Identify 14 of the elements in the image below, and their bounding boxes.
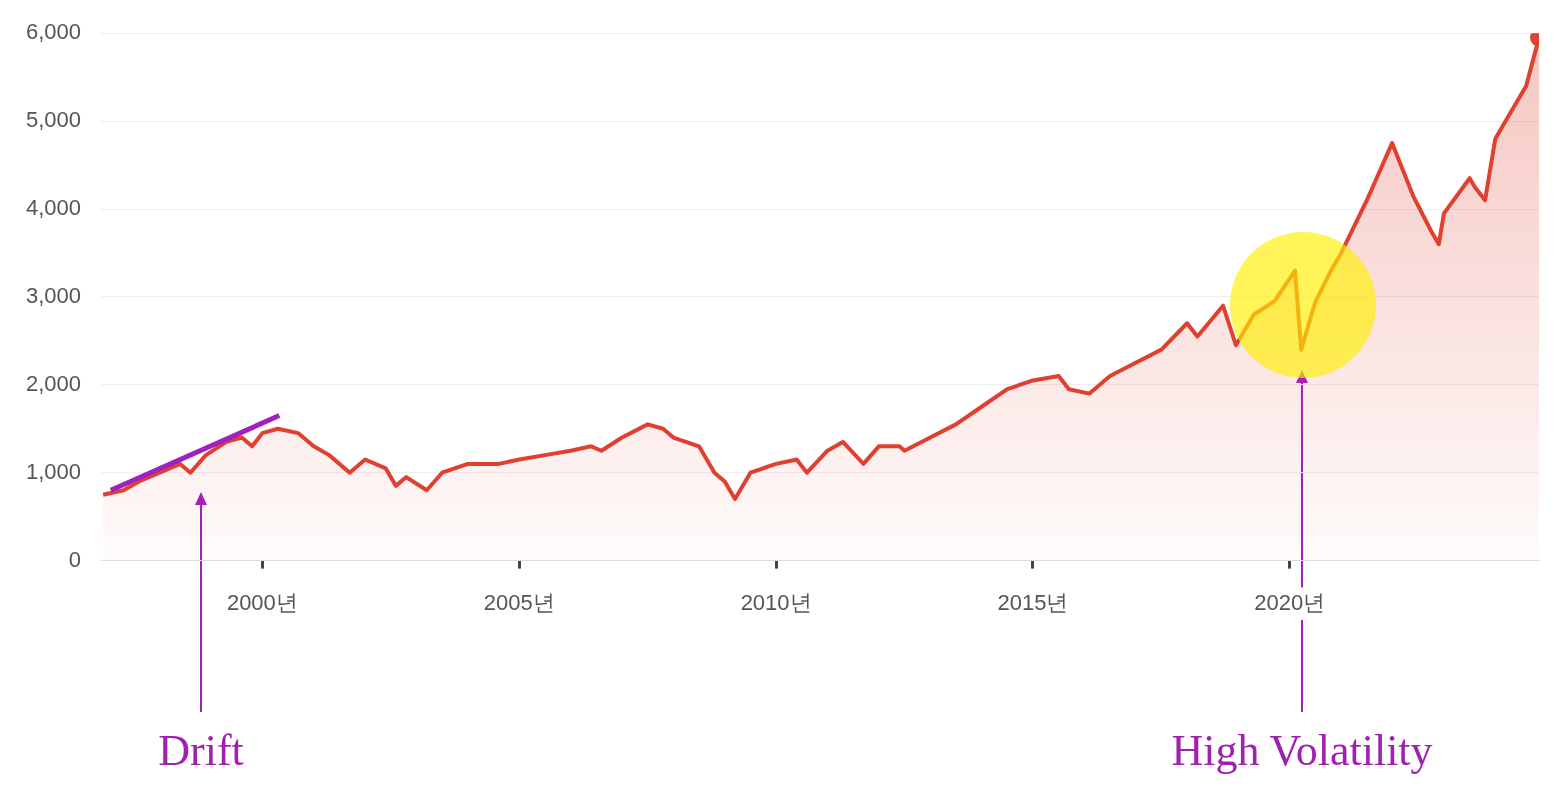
text: Drift xyxy=(158,725,244,776)
x-tick-label: 2020년 xyxy=(1254,589,1326,615)
x-tick-label: 2015년 xyxy=(997,589,1069,615)
y-tick-label: 4,000 xyxy=(25,195,82,221)
y-tick-label: 1,000 xyxy=(25,458,82,484)
text: High Volatility xyxy=(1171,725,1433,776)
y-tick-label: 5,000 xyxy=(25,107,82,133)
y-tick-label: 2,000 xyxy=(25,370,82,396)
y-tick-label: 6,000 xyxy=(25,19,82,45)
x-tick-label: 2010년 xyxy=(740,589,812,615)
y-tick-label: 3,000 xyxy=(25,282,82,308)
x-tick-label: 2005년 xyxy=(483,589,555,615)
x-tick-label: 2000년 xyxy=(226,589,298,615)
y-tick-label: 0 xyxy=(68,546,82,572)
